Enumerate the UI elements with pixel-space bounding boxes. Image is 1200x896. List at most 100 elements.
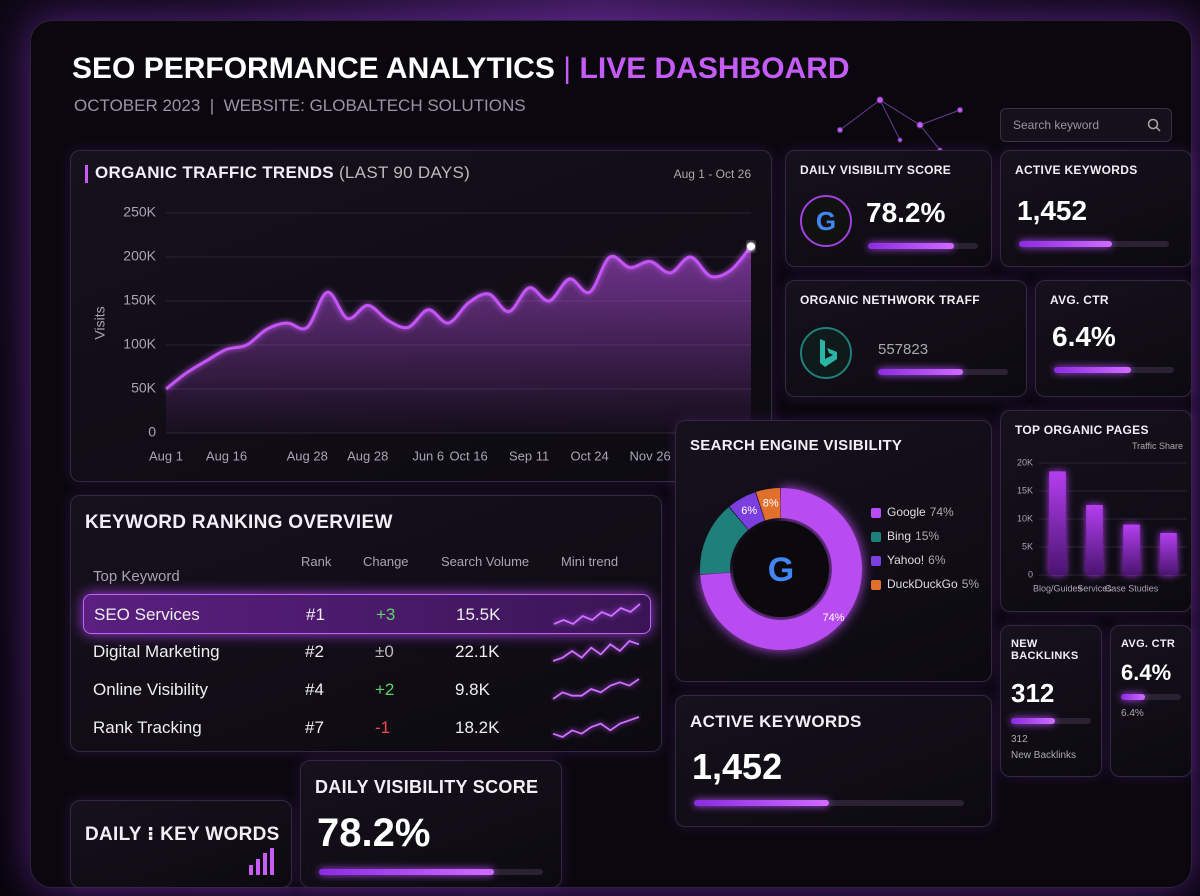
progress-fill — [1054, 367, 1131, 373]
y-tick-label: 250K — [123, 204, 156, 220]
sub-value: 312 — [1011, 734, 1028, 745]
legend-entry: DuckDuckGo 5% — [887, 577, 979, 591]
y-axis-label: Visits — [92, 306, 108, 339]
search-icon — [1147, 118, 1161, 132]
avg-ctr-card: AVG. CTR 6.4% — [1035, 280, 1192, 397]
x-tick-label: Oct 16 — [449, 448, 487, 463]
x-tick-label: Aug 16 — [206, 448, 247, 463]
mini-trend-line — [552, 639, 640, 662]
column-header: Rank — [301, 554, 332, 569]
donut-slice — [700, 507, 749, 575]
backlinks-card: NEW BACKLINKS 312 312 New Backlinks — [1000, 625, 1102, 777]
volume: 22.1K — [455, 642, 500, 661]
panel-title: TOP ORGANIC PAGES — [1015, 423, 1149, 437]
card-title: DAILY VISIBILITY SCORE — [800, 163, 952, 177]
x-tick-label: Sep 11 — [509, 448, 549, 463]
card-title: NEW BACKLINKS — [1011, 638, 1079, 662]
y-tick-label: 50K — [131, 380, 157, 396]
x-tick-label: Nov 26 — [630, 448, 671, 463]
legend-name: Bing — [887, 529, 911, 543]
panel-title: SEARCH ENGINE VISIBILITY — [690, 437, 903, 454]
traffic-chart: Visits 0 50K 100K 150K 200K 250K Aug 1 Aug 16 Au… — [92, 204, 770, 464]
progress-track — [694, 800, 964, 806]
card-value: 312 — [1011, 678, 1055, 708]
y-tick-label: 0 — [1028, 569, 1033, 579]
table-row[interactable]: Online Visibility #4 +2 9.8K — [83, 670, 649, 708]
panel-title: ORGANIC TRAFFIC TRENDS (LAST 90 DAYS) — [95, 163, 470, 183]
mini-trend — [552, 678, 640, 700]
x-tick-label: Blog/Guides — [1033, 583, 1083, 593]
header: SEO PERFORMANCE ANALYTICS | LIVE DASHBOA… — [72, 52, 850, 86]
top-pages-panel: TOP ORGANIC PAGES Traffic Share 0 5K 10K 15… — [1000, 410, 1192, 612]
mini-trend — [553, 603, 641, 626]
keyword: Online Visibility — [93, 680, 208, 699]
keyword: SEO Services — [94, 605, 200, 624]
legend-name: Yahoo! — [887, 553, 924, 567]
network-decoration — [837, 96, 963, 153]
daily-visibility-card: DAILY VISIBILITY SCORE G 78.2% — [785, 150, 992, 267]
card-value: 6.4% — [1052, 321, 1116, 352]
card-value: 78.2% — [866, 197, 946, 228]
avg-ctr-side-card: AVG. CTR 6.4% 6.4% — [1110, 625, 1192, 777]
date-range[interactable]: Aug 1 - Oct 26 — [673, 167, 751, 181]
card-value: 557823 — [878, 341, 929, 358]
rank: #2 — [305, 642, 324, 661]
legend-swatch — [871, 580, 881, 590]
card-value: 78.2% — [317, 811, 431, 855]
legend-name: DuckDuckGo — [887, 577, 958, 591]
progress-track — [1011, 718, 1091, 724]
daily-keywords-card: DAILY ⁝ KEY WORDS — [70, 800, 292, 888]
keyword-table-panel: KEYWORD RANKING OVERVIEW Top Keyword Ran… — [70, 495, 662, 752]
change: ±0 — [375, 642, 394, 661]
y-tick-label: 5K — [1022, 541, 1033, 551]
title-sub: (LAST 90 DAYS) — [338, 163, 471, 182]
progress-fill — [1019, 241, 1112, 247]
accent — [85, 165, 88, 183]
keyword: Rank Tracking — [93, 718, 202, 737]
google-logo: G — [768, 551, 794, 589]
x-tick-label: Aug 1 — [149, 448, 183, 463]
x-tick-label: Aug 28 — [287, 448, 328, 463]
table-row[interactable]: SEO Services #1 +3 15.5K — [83, 594, 651, 634]
rank: #1 — [306, 605, 325, 624]
donut-slice — [755, 488, 782, 521]
x-tick-label: Aug 28 — [347, 448, 388, 463]
card-value: 1,452 — [692, 746, 783, 787]
x-tick-label: Oct 24 — [570, 448, 608, 463]
progress-track — [1121, 694, 1181, 700]
legend-swatch — [871, 508, 881, 518]
legend-entry: Bing 15% — [887, 529, 939, 543]
end-point — [747, 242, 755, 251]
header-separator: | — [563, 52, 572, 85]
slice-label: 74% — [822, 612, 844, 624]
bar — [1160, 533, 1177, 575]
card-title: DAILY VISIBILITY SCORE — [315, 777, 539, 797]
bar — [1049, 471, 1066, 575]
change: +3 — [376, 605, 396, 624]
traffic-line — [165, 245, 753, 391]
y-tick-label: 150K — [123, 292, 156, 308]
panel-title: KEYWORD RANKING OVERVIEW — [85, 512, 393, 533]
legend-swatch — [871, 532, 881, 542]
progress-track — [1019, 241, 1169, 247]
change: +2 — [375, 680, 395, 699]
table-row[interactable]: Digital Marketing #2 ±0 22.1K — [83, 632, 649, 670]
change: -1 — [375, 718, 391, 737]
mini-trend-line — [552, 678, 640, 700]
progress-track — [319, 869, 543, 875]
daily-visibility-bottom-card: DAILY VISIBILITY SCORE 78.2% — [300, 760, 562, 888]
y-tick-label: 15K — [1017, 485, 1033, 495]
card-title: ACTIVE KEYWORDS — [690, 712, 862, 731]
progress-fill — [1121, 694, 1145, 700]
x-tick-label: Services — [1077, 583, 1112, 593]
active-keywords-card: ACTIVE KEYWORDS 1,452 — [1000, 150, 1192, 267]
y-tick-label: 100K — [123, 336, 156, 352]
legend-entry: Google 74% — [887, 505, 954, 519]
card-value: 1,452 — [1017, 195, 1088, 226]
search-box[interactable]: Search keyword — [1000, 108, 1172, 142]
rank: #4 — [305, 680, 324, 699]
legend-entry: Yahoo! 6% — [887, 553, 946, 567]
sub-label: New Backlinks — [1011, 750, 1077, 761]
table-row[interactable]: Rank Tracking #7 -1 18.2K — [83, 708, 649, 746]
